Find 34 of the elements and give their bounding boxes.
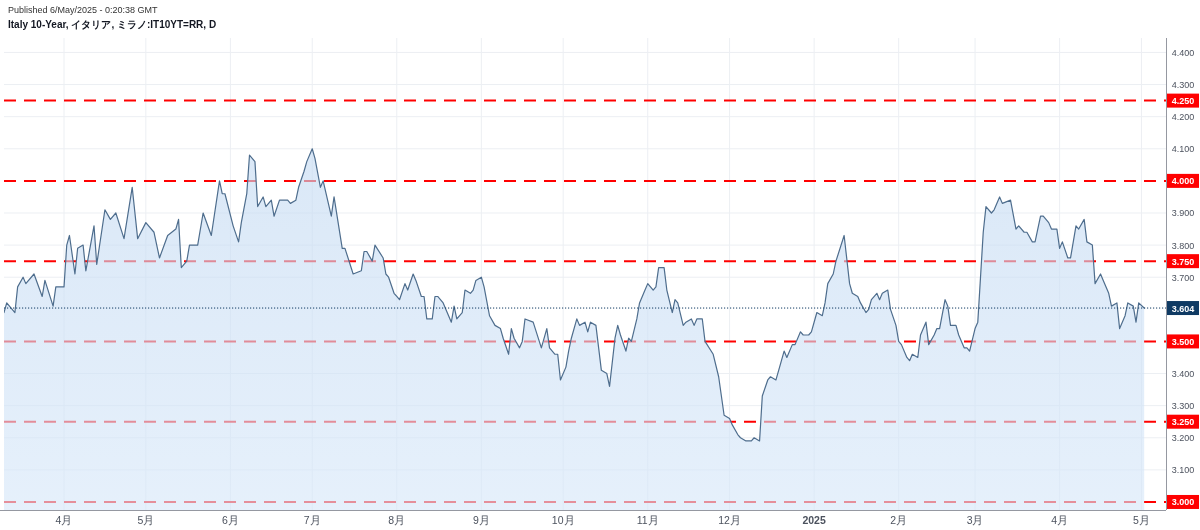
y-tick-label: 4.400 — [1171, 47, 1195, 58]
ref-line-label: 4.250 — [1171, 96, 1195, 107]
x-tick-label: 8月 — [388, 514, 406, 526]
y-tick-label: 4.300 — [1171, 80, 1195, 91]
x-tick-label: 5月 — [137, 514, 155, 526]
ref-line-label: 3.750 — [1171, 256, 1195, 267]
y-tick-label: 3.300 — [1171, 401, 1195, 412]
ref-line-label: 3.604 — [1171, 303, 1195, 314]
ref-line-label: 4.000 — [1171, 176, 1195, 187]
y-tick-label: 3.200 — [1171, 433, 1195, 444]
y-tick-label: 3.100 — [1171, 465, 1195, 476]
text: Published 6/May/2025 - 0:20:38 GMT — [8, 5, 159, 15]
x-tick-label: 11月 — [636, 514, 659, 526]
x-tick-label: 5月 — [1133, 514, 1150, 526]
ref-line-label: 3.000 — [1171, 497, 1195, 508]
y-tick-label: 3.400 — [1171, 369, 1195, 380]
ref-line-label: 3.250 — [1171, 417, 1195, 428]
x-tick-label: 4月 — [55, 514, 73, 526]
y-tick-label: 4.100 — [1171, 144, 1195, 155]
x-tick-label: 12月 — [718, 514, 741, 526]
y-tick-label: 3.800 — [1171, 240, 1195, 251]
chart-title: Italy 10-Year, イタリア, ミラノ:IT10YT=RR, D — [8, 19, 217, 30]
x-tick-label: 10月 — [551, 514, 575, 526]
x-tick-label: 2月 — [890, 514, 908, 526]
x-tick-label: 6月 — [221, 514, 239, 526]
x-tick-label: 7月 — [303, 514, 321, 526]
ref-line-label: 3.500 — [1171, 336, 1195, 347]
x-tick-label: 2025 — [802, 514, 826, 526]
y-tick-label: 3.700 — [1171, 272, 1195, 283]
x-tick-label: 4月 — [1051, 514, 1069, 526]
y-tick-label: 4.200 — [1171, 112, 1195, 123]
y-tick-label: 3.900 — [1171, 208, 1195, 219]
x-tick-label: 9月 — [472, 514, 490, 526]
x-tick-label: 3月 — [966, 514, 984, 526]
